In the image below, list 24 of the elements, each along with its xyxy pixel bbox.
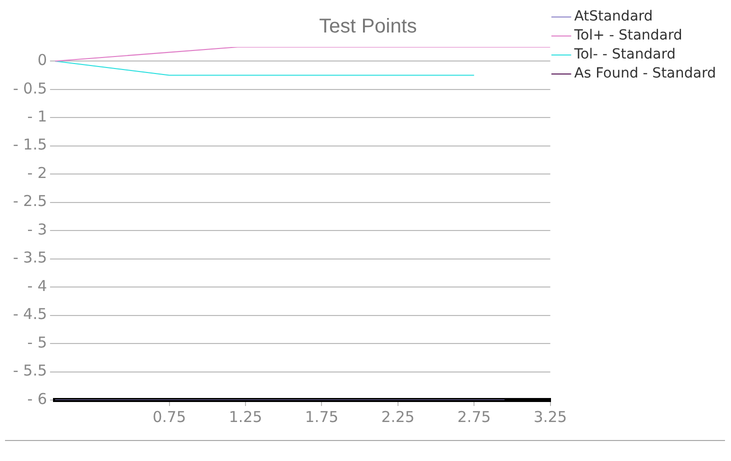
x-tick-label: 2.75 (457, 408, 491, 426)
legend-label: As Found - Standard (574, 66, 716, 82)
x-tick-label: 1.75 (305, 408, 338, 426)
x-tick-label: 3.25 (534, 408, 567, 426)
y-tick-label: - 5.5 (12, 362, 48, 380)
x-tick-label: 2.25 (381, 408, 415, 426)
y-tick-label: - 2.5 (12, 192, 48, 210)
y-tick-label: - 3.5 (12, 248, 48, 267)
y-tick-label: - 3 (27, 220, 48, 238)
legend-label: AtStandard (574, 8, 653, 25)
x-tick-label: 0.75 (152, 408, 186, 426)
legend-label: Tol+ - Standard (573, 28, 682, 44)
y-tick-label: - 1 (27, 107, 48, 126)
y-tick-label: - 4.5 (12, 305, 48, 324)
y-tick-label: - 5 (27, 333, 48, 352)
y-tick-label: - 2 (27, 164, 48, 182)
y-tick-label: - 4 (27, 276, 48, 295)
chart-title: Test Points (319, 16, 417, 38)
y-tick-label: - 6 (27, 390, 48, 408)
y-tick-label: - 1.5 (12, 136, 48, 154)
legend-label: Tol- - Standard (573, 46, 676, 63)
y-tick-label: - 0.5 (12, 79, 48, 98)
y-tick-label: 0 (37, 51, 48, 70)
x-tick-label: 1.25 (228, 408, 262, 426)
